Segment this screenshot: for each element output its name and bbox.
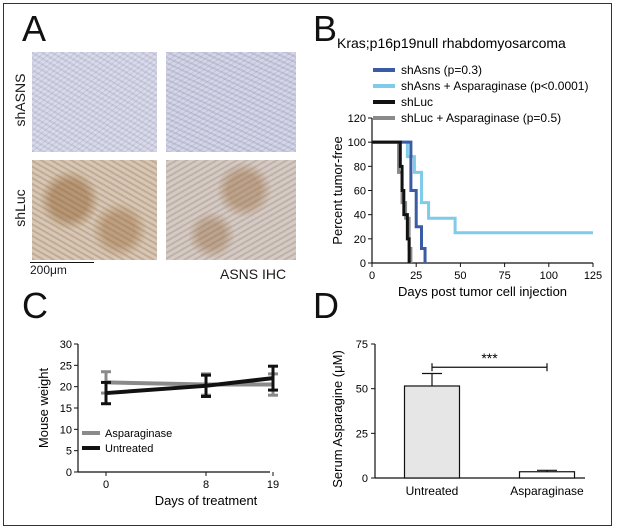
y-tick-label: 25 [60, 360, 72, 372]
y-tick-label: 20 [354, 234, 366, 246]
legend-label: shAsns + Asparaginase (p<0.0001) [401, 79, 588, 93]
legend-label: Untreated [105, 443, 153, 455]
y-tick-label: 0 [360, 258, 366, 270]
x-tick-label: Untreated [406, 484, 459, 498]
y-tick-label: 40 [354, 210, 366, 222]
ihc-image-shluc-1 [32, 160, 157, 260]
y-axis-label: Serum Asparagine (μM) [330, 350, 345, 488]
x-tick-label: Asparaginase [510, 484, 584, 498]
series-line [372, 140, 427, 263]
bar [518, 471, 576, 479]
x-tick-label: 75 [498, 270, 510, 282]
bar [403, 385, 461, 479]
ihc-image-shasns-1 [32, 52, 157, 152]
y-tick-label: 15 [60, 403, 72, 415]
y-tick-label: 25 [356, 428, 368, 440]
legend-label: shLuc + Asparaginase (p=0.5) [401, 111, 561, 125]
x-tick-label: 0 [369, 270, 375, 282]
y-tick-label: 50 [356, 384, 368, 396]
x-axis-label: Days post tumor cell injection [398, 284, 567, 299]
chart-title: Kras;p16p19null rhabdomyosarcoma [337, 35, 566, 51]
significance-label: *** [481, 350, 498, 366]
y-tick-label: 0 [362, 473, 368, 485]
y-tick-label: 60 [354, 186, 366, 198]
y-tick-label: 120 [348, 113, 366, 125]
row-label-shluc: shLuc [12, 189, 28, 227]
ihc-image-shasns-2 [166, 52, 296, 152]
y-tick-label: 80 [354, 161, 366, 173]
weight-chart: 0 5 10 15 20 25 30 0 8 19 Days of treatment Mouse w… [36, 339, 279, 508]
y-tick-label: 75 [356, 339, 368, 351]
y-tick-label: 20 [60, 382, 72, 394]
series-line [372, 140, 411, 263]
panel-letter-a: A [22, 8, 47, 49]
x-tick-label: 19 [267, 479, 279, 491]
legend-label: Asparaginase [105, 428, 172, 440]
y-axis-label: Percent tumor-free [330, 136, 345, 244]
y-tick-label: 100 [348, 137, 366, 149]
y-tick-label: 30 [60, 339, 72, 351]
y-axis-label: Mouse weight [36, 368, 51, 449]
legend-label: shLuc [401, 95, 433, 109]
x-tick-label: 100 [540, 270, 558, 282]
y-tick-label: 10 [60, 424, 72, 436]
panel-letter-d: D [313, 285, 339, 326]
figure-frame [3, 3, 612, 526]
x-tick-label: 50 [454, 270, 466, 282]
series-line [372, 140, 593, 235]
ihc-image-shluc-2 [166, 160, 296, 260]
y-tick-label: 0 [66, 467, 72, 479]
x-axis-label: Days of treatment [155, 493, 258, 508]
legend-label: shAsns (p=0.3) [401, 63, 482, 77]
panel-letter-b: B [313, 8, 338, 49]
y-tick-label: 5 [66, 446, 72, 458]
x-tick-label: 25 [410, 270, 422, 282]
panel-letter-c: C [22, 285, 48, 326]
x-tick-label: 0 [103, 479, 109, 491]
survival-chart: Kras;p16p19null rhabdomyosarcoma shAsns (… [330, 35, 602, 299]
stain-label: ASNS IHC [220, 266, 287, 282]
x-tick-label: 125 [584, 270, 602, 282]
x-tick-label: 8 [203, 479, 209, 491]
asparagine-chart: 0 25 50 75 Serum Asparagine (μM) Untreated Asp… [330, 339, 585, 498]
row-label-shasns: shASNS [12, 73, 28, 127]
scale-bar-label: 200μm [30, 263, 67, 277]
scale-bar [30, 262, 94, 263]
